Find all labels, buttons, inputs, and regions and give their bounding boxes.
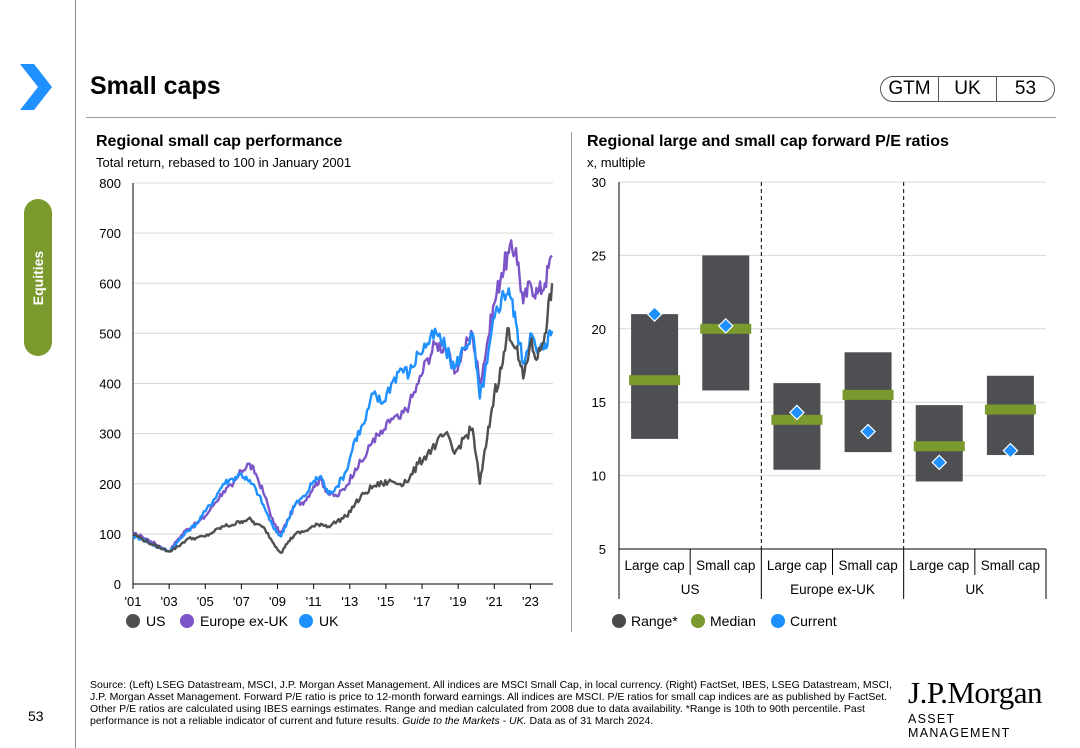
pe-category-label-3: Small cap <box>838 558 897 573</box>
pe-category-label-1: Small cap <box>696 558 755 573</box>
perf-line-us <box>132 283 554 555</box>
pe-median-marker-3 <box>842 389 894 400</box>
pe-category-label-2: Large cap <box>767 558 827 573</box>
perf-chart-title: Regional small cap performance <box>96 133 343 150</box>
left-margin-rule <box>75 0 76 748</box>
footnote-guide-title: Guide to the Markets - UK. <box>402 715 527 727</box>
legend-label-range: Range* <box>631 613 678 629</box>
pe-current-marker-1 <box>717 317 734 334</box>
legend-marker-median <box>691 614 705 628</box>
page-title: Small caps <box>90 72 221 100</box>
perf-legend: US Europe ex-UK UK <box>126 613 339 629</box>
pe-category-label-5: Small cap <box>981 558 1040 573</box>
pe-y-tick-labels: 5 10 15 20 25 30 <box>592 175 606 557</box>
perf-y-tick-400: 400 <box>99 377 121 392</box>
badge-region: UK <box>938 77 996 101</box>
perf-y-tick-100: 100 <box>99 527 121 542</box>
pe-current-marker-5 <box>1002 442 1019 459</box>
perf-chart-subtitle: Total return, rebased to 100 in January … <box>96 155 352 170</box>
perf-x-tick-9: '19 <box>450 594 467 609</box>
perf-y-tick-500: 500 <box>99 326 121 341</box>
pe-current-marker-2 <box>788 404 805 421</box>
pe-median-marker-0 <box>629 375 681 386</box>
legend-label-us: US <box>146 613 165 629</box>
pe-category-axis: Large cap Small cap Large cap Small cap Larg… <box>625 558 1040 597</box>
logo-subtitle: ASSET MANAGEMENT <box>908 712 1011 740</box>
perf-y-tick-800: 800 <box>99 176 121 191</box>
source-footnote: Source: (Left) LSEG Datastream, MSCI, J.… <box>90 679 900 727</box>
pe-group-label-us: US <box>681 582 700 597</box>
pe-chart-subtitle: x, multiple <box>587 155 646 170</box>
footnote-text: Source: (Left) LSEG Datastream, MSCI, J.… <box>90 679 892 727</box>
legend-marker-uk <box>299 614 313 628</box>
perf-series-lines <box>132 239 554 555</box>
perf-x-tick-2: '05 <box>197 594 214 609</box>
pe-gridlines <box>618 181 1047 599</box>
pe-category-label-0: Large cap <box>625 558 685 573</box>
pe-range-bar-5 <box>986 375 1034 456</box>
perf-x-tick-4: '09 <box>269 594 286 609</box>
pe-y-tick-5: 5 <box>599 542 606 557</box>
jpmorgan-logo: J.P.Morgan ASSET MANAGEMENT <box>908 675 1056 741</box>
pe-current-marker-3 <box>860 423 877 440</box>
legend-label-uk: UK <box>319 613 339 629</box>
perf-y-tick-300: 300 <box>99 427 121 442</box>
footnote-date: Data as of 31 March 2024. <box>529 715 654 727</box>
pe-category-label-4: Large cap <box>909 558 969 573</box>
pe-group-label-uk: UK <box>965 582 984 597</box>
perf-x-tick-6: '13 <box>341 594 358 609</box>
perf-x-tick-labels: '01 '03 '05 '07 '09 '11 '13 '15 '17 '19 '21 '23 <box>125 594 539 609</box>
perf-x-tick-3: '07 <box>233 594 250 609</box>
perf-x-tick-5: '11 <box>306 594 322 609</box>
pe-group-label-europe-ex-uk: Europe ex-UK <box>790 582 875 597</box>
perf-y-tick-labels: 0 100 200 300 400 500 600 700 800 <box>99 176 121 592</box>
legend-marker-current <box>771 614 785 628</box>
perf-x-tick-7: '15 <box>377 594 394 609</box>
pe-range-bars <box>629 255 1036 482</box>
pe-current-marker-0 <box>646 306 663 323</box>
panel-divider <box>571 132 572 632</box>
badge-page: 53 <box>996 77 1054 101</box>
perf-line-uk <box>132 287 554 553</box>
badge-gtm: GTM <box>888 78 931 99</box>
perf-y-tick-700: 700 <box>99 226 121 241</box>
pe-range-bar-2 <box>773 383 821 470</box>
pe-legend: Range* Median Current <box>612 613 837 629</box>
perf-line-europe-ex-uk <box>132 239 553 553</box>
perf-x-tick-11: '23 <box>522 594 539 609</box>
pe-chart-title: Regional large and small cap forward P/E… <box>587 133 949 150</box>
perf-x-tick-10: '21 <box>486 594 503 609</box>
gtm-page-badge: GTM UK 53 <box>880 76 1055 102</box>
chevron-right-icon <box>20 64 52 110</box>
pe-y-tick-25: 25 <box>592 248 606 263</box>
legend-label-europe-ex-uk: Europe ex-UK <box>200 613 289 629</box>
legend-label-median: Median <box>710 613 756 629</box>
pe-current-marker-4 <box>931 454 948 471</box>
legend-marker-europe-ex-uk <box>180 614 194 628</box>
pe-y-tick-10: 10 <box>592 469 606 484</box>
legend-marker-range <box>612 614 626 628</box>
perf-y-tick-200: 200 <box>99 477 121 492</box>
perf-x-tick-0: '01 <box>125 594 142 609</box>
page-number: 53 <box>28 708 44 724</box>
perf-x-tick-8: '17 <box>414 594 431 609</box>
legend-label-current: Current <box>790 613 837 629</box>
pe-y-tick-20: 20 <box>592 322 606 337</box>
legend-marker-us <box>126 614 140 628</box>
perf-x-tick-1: '03 <box>161 594 178 609</box>
perf-y-tick-600: 600 <box>99 276 121 291</box>
pe-y-tick-15: 15 <box>592 395 606 410</box>
title-divider <box>86 117 1056 118</box>
pe-median-marker-4 <box>913 441 965 452</box>
section-tab-label: Equities <box>30 250 46 305</box>
pe-y-tick-30: 30 <box>592 175 606 190</box>
perf-y-tick-0: 0 <box>114 577 121 592</box>
section-tab-equities[interactable]: Equities <box>24 199 52 356</box>
perf-gridlines <box>132 182 553 589</box>
pe-median-marker-5 <box>984 404 1036 415</box>
logo-wordmark: J.P.Morgan <box>908 675 1042 710</box>
pe-ratio-chart: 5 10 15 20 25 30 Large cap Small cap Large cap S… <box>592 175 1047 629</box>
